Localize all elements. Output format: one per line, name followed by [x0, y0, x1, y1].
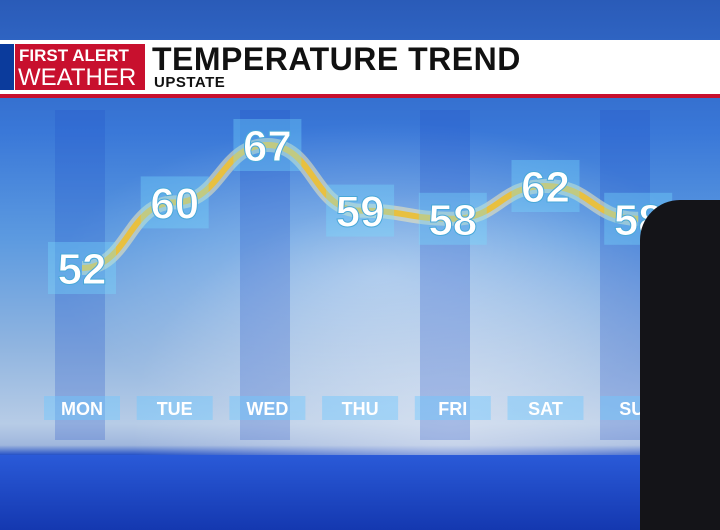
data-label: 62: [521, 163, 570, 212]
value-glow: [140, 176, 209, 229]
header-banner: FIRST ALERT WEATHER TEMPERATURE TREND UP…: [0, 40, 720, 98]
bar-column: [420, 110, 470, 440]
day-label: THU: [342, 399, 379, 419]
sky-background: [0, 95, 720, 455]
value-glow: [326, 184, 395, 237]
value-glow: [511, 160, 580, 212]
day-label-bg: [136, 396, 213, 420]
bar-column: [240, 110, 290, 440]
day-label: WED: [246, 399, 288, 419]
value-glow: [418, 192, 487, 245]
day-label-bg: [44, 396, 120, 420]
day-label: SAT: [528, 399, 563, 419]
day-label-bg: [322, 396, 399, 420]
trend-line: [81, 141, 639, 271]
day-label: FRI: [438, 399, 467, 419]
day-label: TUE: [157, 399, 193, 419]
data-label: 67: [243, 122, 292, 171]
data-label: 59: [336, 188, 385, 237]
station-logo: [0, 44, 14, 90]
first-alert-logo: FIRST ALERT WEATHER: [15, 44, 145, 91]
page-title: TEMPERATURE TREND: [152, 41, 521, 77]
studio-floor: [0, 455, 720, 530]
day-label-bg: [229, 396, 306, 420]
day-label-bg: [414, 396, 491, 420]
logo-top-text: FIRST ALERT: [19, 46, 129, 65]
day-label: MON: [61, 399, 103, 419]
page-subtitle: UPSTATE: [154, 74, 226, 91]
logo-bottom-text: WEATHER: [18, 64, 137, 91]
value-glow: [233, 119, 302, 171]
value-glow: [48, 242, 116, 294]
data-label: 52: [58, 245, 107, 294]
bar-column: [55, 110, 105, 440]
presenter: [640, 200, 720, 530]
data-label: 60: [150, 179, 199, 228]
day-label-bg: [507, 396, 584, 420]
data-label: 58: [428, 196, 477, 245]
